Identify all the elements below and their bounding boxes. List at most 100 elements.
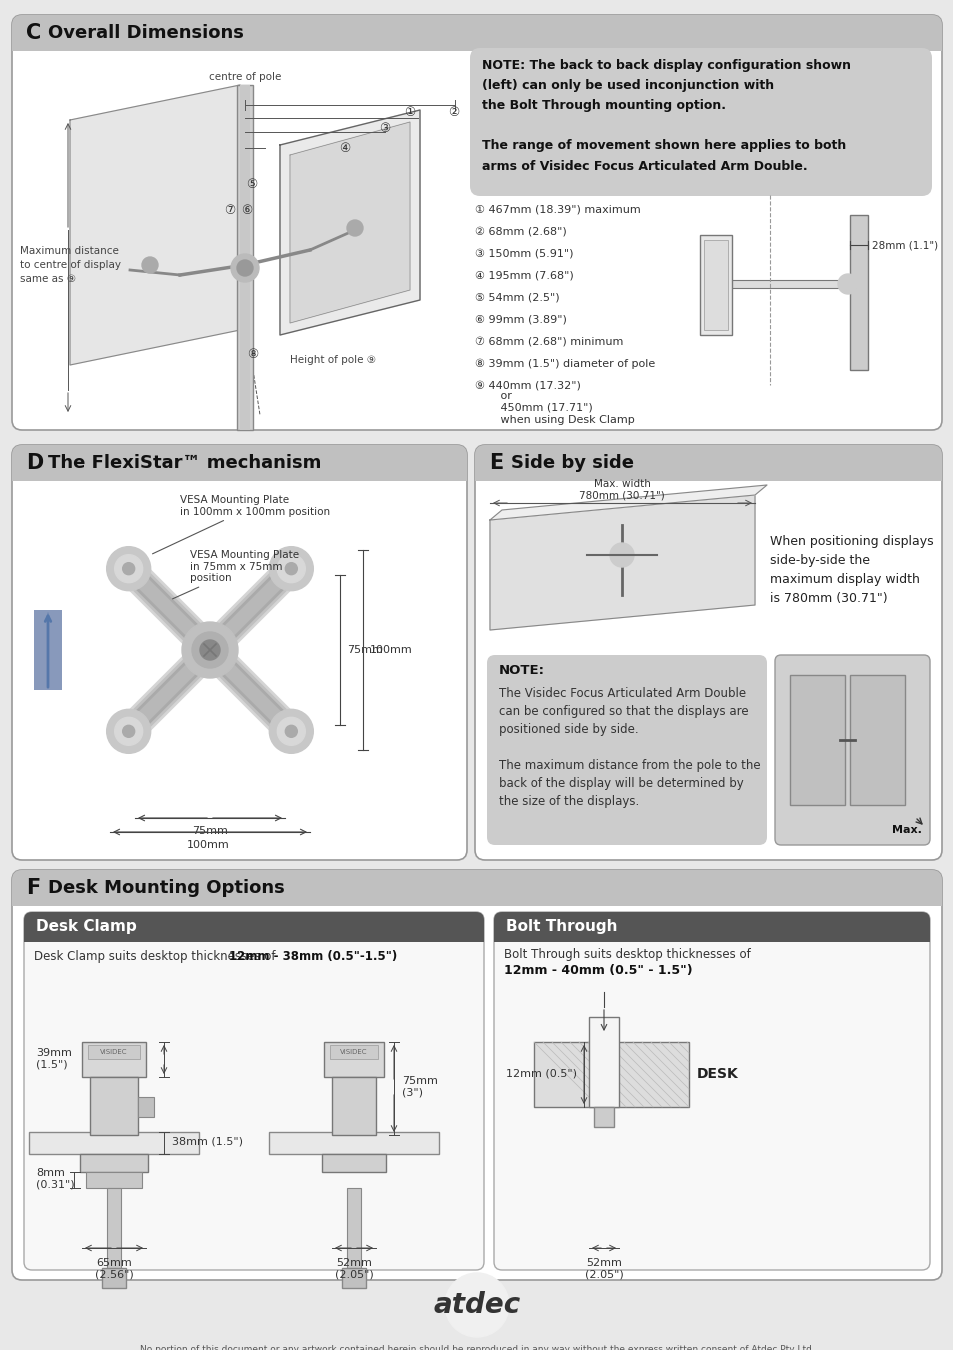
Text: 75mm: 75mm xyxy=(192,826,228,836)
Text: atdec: atdec xyxy=(433,1291,520,1319)
Text: ⑥: ⑥ xyxy=(241,204,253,216)
Bar xyxy=(34,610,62,690)
Text: Overall Dimensions: Overall Dimensions xyxy=(48,24,244,42)
Text: F: F xyxy=(26,878,40,898)
Bar xyxy=(12,888,941,906)
Bar xyxy=(849,675,904,805)
Polygon shape xyxy=(290,122,410,323)
Text: ⑨ 440mm (17.32"): ⑨ 440mm (17.32") xyxy=(475,381,580,392)
Text: Desk Mounting Options: Desk Mounting Options xyxy=(48,879,284,896)
Text: ⑦ 68mm (2.68") minimum: ⑦ 68mm (2.68") minimum xyxy=(475,338,622,347)
Text: arms of Visidec Focus Articulated Arm Double.: arms of Visidec Focus Articulated Arm Do… xyxy=(481,159,807,173)
Text: ⑦: ⑦ xyxy=(224,204,235,216)
Circle shape xyxy=(114,555,143,583)
Circle shape xyxy=(200,640,220,660)
Text: Maximum distance
to centre of display
same as ⑨: Maximum distance to centre of display sa… xyxy=(20,246,121,284)
Text: Bolt Through: Bolt Through xyxy=(505,919,617,934)
Circle shape xyxy=(123,563,134,575)
Circle shape xyxy=(277,717,305,745)
Text: ⑥ 99mm (3.89"): ⑥ 99mm (3.89") xyxy=(475,315,566,325)
Bar xyxy=(703,240,727,329)
Bar xyxy=(12,463,467,481)
Text: ①: ① xyxy=(404,105,416,119)
Text: Desk Clamp: Desk Clamp xyxy=(36,919,136,934)
FancyBboxPatch shape xyxy=(470,49,931,196)
Text: 28mm (1.1"): 28mm (1.1") xyxy=(871,240,937,250)
Bar xyxy=(269,1133,438,1154)
Text: 12mm - 40mm (0.5" - 1.5"): 12mm - 40mm (0.5" - 1.5") xyxy=(503,964,692,977)
Bar xyxy=(240,85,250,431)
Text: ⑤: ⑤ xyxy=(246,178,257,192)
Text: 38mm (1.5"): 38mm (1.5") xyxy=(172,1137,243,1148)
Polygon shape xyxy=(280,109,419,335)
Text: 65mm
(2.56"): 65mm (2.56") xyxy=(94,1258,133,1280)
Circle shape xyxy=(837,274,857,294)
Bar xyxy=(534,1042,688,1107)
Circle shape xyxy=(347,220,363,236)
Circle shape xyxy=(192,632,228,668)
Text: 100mm: 100mm xyxy=(370,645,413,655)
Text: 12mm - 38mm (0.5"-1.5"): 12mm - 38mm (0.5"-1.5") xyxy=(229,950,396,963)
Bar xyxy=(138,1098,153,1116)
Bar xyxy=(789,675,844,805)
FancyBboxPatch shape xyxy=(12,15,941,431)
Text: ⑧ 39mm (1.5") diameter of pole: ⑧ 39mm (1.5") diameter of pole xyxy=(475,359,655,369)
Circle shape xyxy=(142,256,158,273)
Text: Bolt Through suits desktop thicknesses of: Bolt Through suits desktop thicknesses o… xyxy=(503,948,750,961)
Bar xyxy=(341,1268,366,1288)
Text: when using Desk Clamp: when using Desk Clamp xyxy=(490,414,634,425)
FancyBboxPatch shape xyxy=(494,913,929,1270)
Circle shape xyxy=(107,709,151,753)
Bar xyxy=(102,1268,126,1288)
Circle shape xyxy=(444,1273,509,1336)
Polygon shape xyxy=(70,85,240,365)
Text: 450mm (17.71"): 450mm (17.71") xyxy=(490,404,592,413)
Bar xyxy=(90,1077,138,1135)
Bar xyxy=(332,1077,375,1135)
Bar xyxy=(24,927,483,942)
Text: Desk Clamp suits desktop thicknesses of: Desk Clamp suits desktop thicknesses of xyxy=(34,950,279,963)
FancyBboxPatch shape xyxy=(12,446,467,481)
FancyBboxPatch shape xyxy=(12,446,467,860)
Bar xyxy=(347,1188,360,1268)
Polygon shape xyxy=(490,495,754,630)
Text: 8mm
(0.31"): 8mm (0.31") xyxy=(36,1168,74,1189)
Circle shape xyxy=(285,725,297,737)
Text: DESK: DESK xyxy=(697,1066,738,1081)
Text: Height of pole ⑨: Height of pole ⑨ xyxy=(290,355,375,364)
Text: 39mm
(1.5"): 39mm (1.5") xyxy=(36,1048,71,1069)
Text: 100mm: 100mm xyxy=(187,840,229,850)
Text: Max.: Max. xyxy=(891,825,921,836)
Bar xyxy=(236,85,253,431)
Circle shape xyxy=(277,555,305,583)
Circle shape xyxy=(123,725,134,737)
Circle shape xyxy=(285,563,297,575)
FancyBboxPatch shape xyxy=(475,446,941,481)
FancyBboxPatch shape xyxy=(12,15,941,51)
Bar xyxy=(88,1045,140,1058)
Text: Side by side: Side by side xyxy=(511,454,634,472)
Text: centre of pole: centre of pole xyxy=(209,72,281,82)
Bar xyxy=(700,235,731,335)
Bar xyxy=(475,463,941,481)
Circle shape xyxy=(269,709,313,753)
Circle shape xyxy=(269,547,313,591)
FancyBboxPatch shape xyxy=(24,913,483,1270)
Text: the Bolt Through mounting option.: the Bolt Through mounting option. xyxy=(481,100,725,112)
FancyBboxPatch shape xyxy=(12,869,941,1280)
Text: VISIDEC: VISIDEC xyxy=(340,1049,367,1054)
Text: Max. width
780mm (30.71"): Max. width 780mm (30.71") xyxy=(578,479,664,501)
Text: The Visidec Focus Articulated Arm Double
can be configured so that the displays : The Visidec Focus Articulated Arm Double… xyxy=(498,687,760,809)
Text: 52mm
(2.05"): 52mm (2.05") xyxy=(335,1258,373,1280)
Circle shape xyxy=(609,543,634,567)
Text: ⑧: ⑧ xyxy=(247,348,258,362)
Text: VESA Mounting Plate
in 75mm x 75mm
position: VESA Mounting Plate in 75mm x 75mm posit… xyxy=(172,549,299,599)
FancyBboxPatch shape xyxy=(475,446,941,860)
Text: The range of movement shown here applies to both: The range of movement shown here applies… xyxy=(481,139,845,153)
Bar xyxy=(29,1133,199,1154)
Text: ③ 150mm (5.91"): ③ 150mm (5.91") xyxy=(475,248,573,259)
Text: ③: ③ xyxy=(379,122,390,135)
Bar xyxy=(12,32,941,51)
Text: ④: ④ xyxy=(339,142,351,154)
Text: When positioning displays
side-by-side the
maximum display width
is 780mm (30.71: When positioning displays side-by-side t… xyxy=(769,535,933,605)
